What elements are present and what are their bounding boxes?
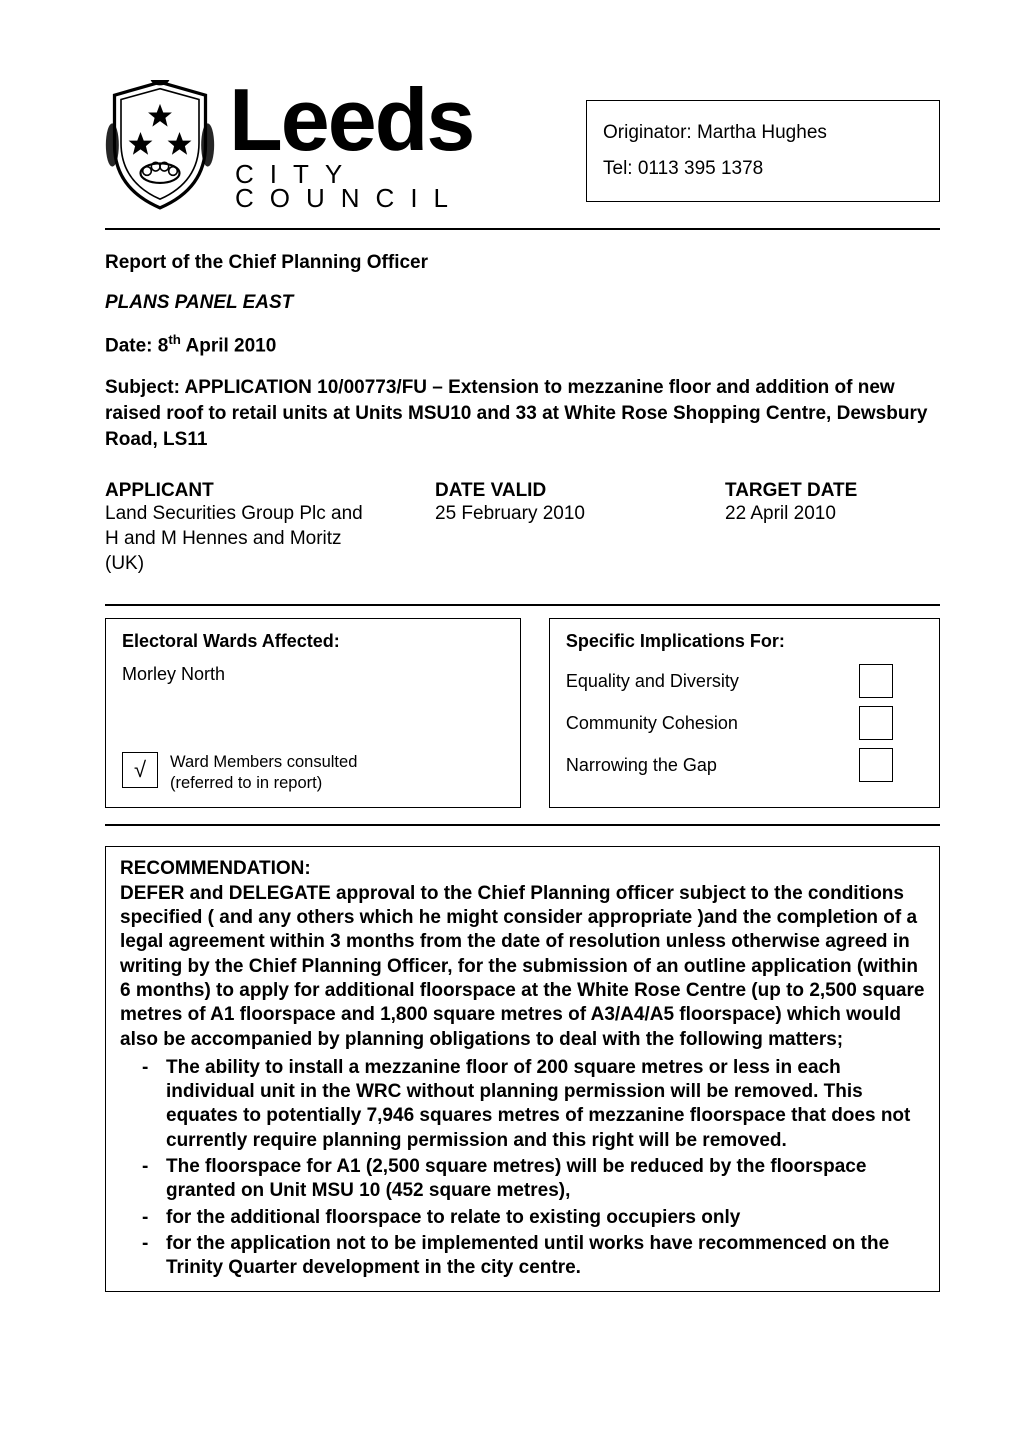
implications-box: Specific Implications For: Equality and … <box>549 618 940 808</box>
implication-label-0: Equality and Diversity <box>566 671 739 692</box>
wards-box: Electoral Wards Affected: Morley North √… <box>105 618 521 808</box>
target-date-value: 22 April 2010 <box>725 502 857 527</box>
wards-title: Electoral Wards Affected: <box>122 631 504 652</box>
originator-label: Originator: <box>603 122 692 143</box>
tick-icon: √ <box>134 757 146 783</box>
originator-tel-line: Tel: 0113 395 1378 <box>603 151 923 187</box>
logo-subtitle: CITY COUNCIL <box>229 163 525 210</box>
meta-row: Electoral Wards Affected: Morley North √… <box>105 618 940 808</box>
target-date-col: TARGET DATE 22 April 2010 <box>725 480 857 576</box>
divider-top <box>105 228 940 230</box>
date-rest: April 2010 <box>181 335 276 356</box>
subject: Subject: APPLICATION 10/00773/FU – Exten… <box>105 375 940 452</box>
date-line: Date: 8th April 2010 <box>105 332 940 357</box>
originator-box: Originator: Martha Hughes Tel: 0113 395 … <box>586 100 940 202</box>
applicant-col: APPLICANT Land Securities Group Plc and … <box>105 480 365 576</box>
crest-icon <box>105 80 215 210</box>
report-of: Report of the Chief Planning Officer <box>105 252 940 274</box>
applicant-label: APPLICANT <box>105 480 365 502</box>
date-valid-value: 25 February 2010 <box>435 502 655 527</box>
originator-name: Martha Hughes <box>697 122 827 143</box>
ward-consulted-checkbox: √ <box>122 752 158 788</box>
tel-label: Tel: <box>603 158 633 179</box>
ward-consulted-row: √ Ward Members consulted (referred to in… <box>122 752 504 793</box>
recommendation-title: RECOMMENDATION: <box>120 857 925 881</box>
date-valid-col: DATE VALID 25 February 2010 <box>435 480 655 576</box>
implication-checkbox-2 <box>859 748 893 782</box>
implication-row-1: Community Cohesion <box>566 706 923 740</box>
implication-row-2: Narrowing the Gap <box>566 748 923 782</box>
applicant-value: Land Securities Group Plc and H and M He… <box>105 502 365 576</box>
implication-label-1: Community Cohesion <box>566 713 738 734</box>
divider-mid-1 <box>105 604 940 606</box>
recommendation-text: DEFER and DELEGATE approval to the Chief… <box>120 883 924 1050</box>
recommendation-bullet-3: for the application not to be implemente… <box>166 1232 925 1281</box>
implication-row-0: Equality and Diversity <box>566 664 923 698</box>
logo-city: Leeds <box>229 80 525 159</box>
implication-checkbox-0 <box>859 664 893 698</box>
implication-label-2: Narrowing the Gap <box>566 755 717 776</box>
ward-consulted-line1: Ward Members consulted <box>170 752 357 773</box>
ward-consulted-line2: (referred to in report) <box>170 773 357 794</box>
header-row: Leeds CITY COUNCIL Originator: Martha Hu… <box>105 80 940 210</box>
date-label: Date: 8 <box>105 335 168 356</box>
recommendation-bullet-1: The floorspace for A1 (2,500 square metr… <box>166 1155 925 1204</box>
implications-title: Specific Implications For: <box>566 631 923 652</box>
logo-wordmark: Leeds CITY COUNCIL <box>229 80 525 210</box>
panel-name: PLANS PANEL EAST <box>105 292 940 314</box>
recommendation-list: The ability to install a mezzanine floor… <box>120 1056 925 1281</box>
applicant-row: APPLICANT Land Securities Group Plc and … <box>105 480 940 576</box>
recommendation-body: DEFER and DELEGATE approval to the Chief… <box>120 882 925 1281</box>
target-date-label: TARGET DATE <box>725 480 857 502</box>
recommendation-bullet-2: for the additional floorspace to relate … <box>166 1206 925 1230</box>
tel-value: 0113 395 1378 <box>638 158 763 179</box>
logo-block: Leeds CITY COUNCIL <box>105 80 525 210</box>
ward-consulted-text: Ward Members consulted (referred to in r… <box>170 752 357 793</box>
logo-inner: Leeds CITY COUNCIL <box>105 80 525 210</box>
date-valid-label: DATE VALID <box>435 480 655 502</box>
page: Leeds CITY COUNCIL Originator: Martha Hu… <box>0 0 1020 1332</box>
originator-line: Originator: Martha Hughes <box>603 115 923 151</box>
recommendation-bullet-0: The ability to install a mezzanine floor… <box>166 1056 925 1153</box>
date-suffix: th <box>168 332 181 347</box>
recommendation-box: RECOMMENDATION: DEFER and DELEGATE appro… <box>105 846 940 1291</box>
divider-mid-2 <box>105 824 940 826</box>
implication-checkbox-1 <box>859 706 893 740</box>
wards-value: Morley North <box>122 664 504 685</box>
